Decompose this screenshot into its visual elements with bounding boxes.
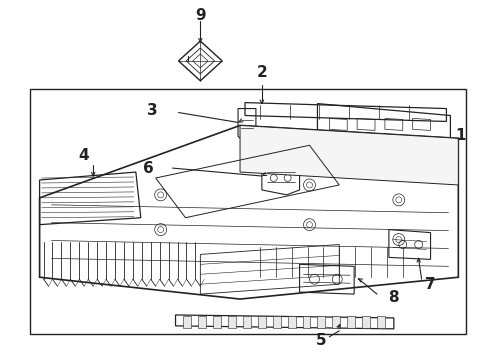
Polygon shape	[228, 316, 236, 328]
Bar	[30, 89, 466, 334]
Polygon shape	[258, 316, 266, 328]
Polygon shape	[377, 316, 385, 328]
Text: 5: 5	[316, 333, 327, 348]
Polygon shape	[183, 316, 192, 328]
Text: 8: 8	[389, 289, 399, 305]
Text: 6: 6	[144, 161, 154, 176]
Polygon shape	[198, 316, 206, 328]
Polygon shape	[240, 125, 458, 185]
Polygon shape	[273, 316, 281, 328]
Text: 4: 4	[78, 148, 89, 163]
Text: 2: 2	[256, 65, 267, 80]
Text: 3: 3	[147, 103, 158, 118]
Polygon shape	[302, 316, 311, 328]
Polygon shape	[347, 316, 355, 328]
Text: 7: 7	[425, 277, 436, 292]
Polygon shape	[213, 316, 221, 328]
Polygon shape	[362, 316, 370, 328]
Text: 9: 9	[195, 8, 206, 23]
Polygon shape	[332, 316, 340, 328]
Polygon shape	[243, 316, 251, 328]
Polygon shape	[288, 316, 295, 328]
Polygon shape	[318, 316, 325, 328]
Text: 1: 1	[455, 128, 466, 143]
